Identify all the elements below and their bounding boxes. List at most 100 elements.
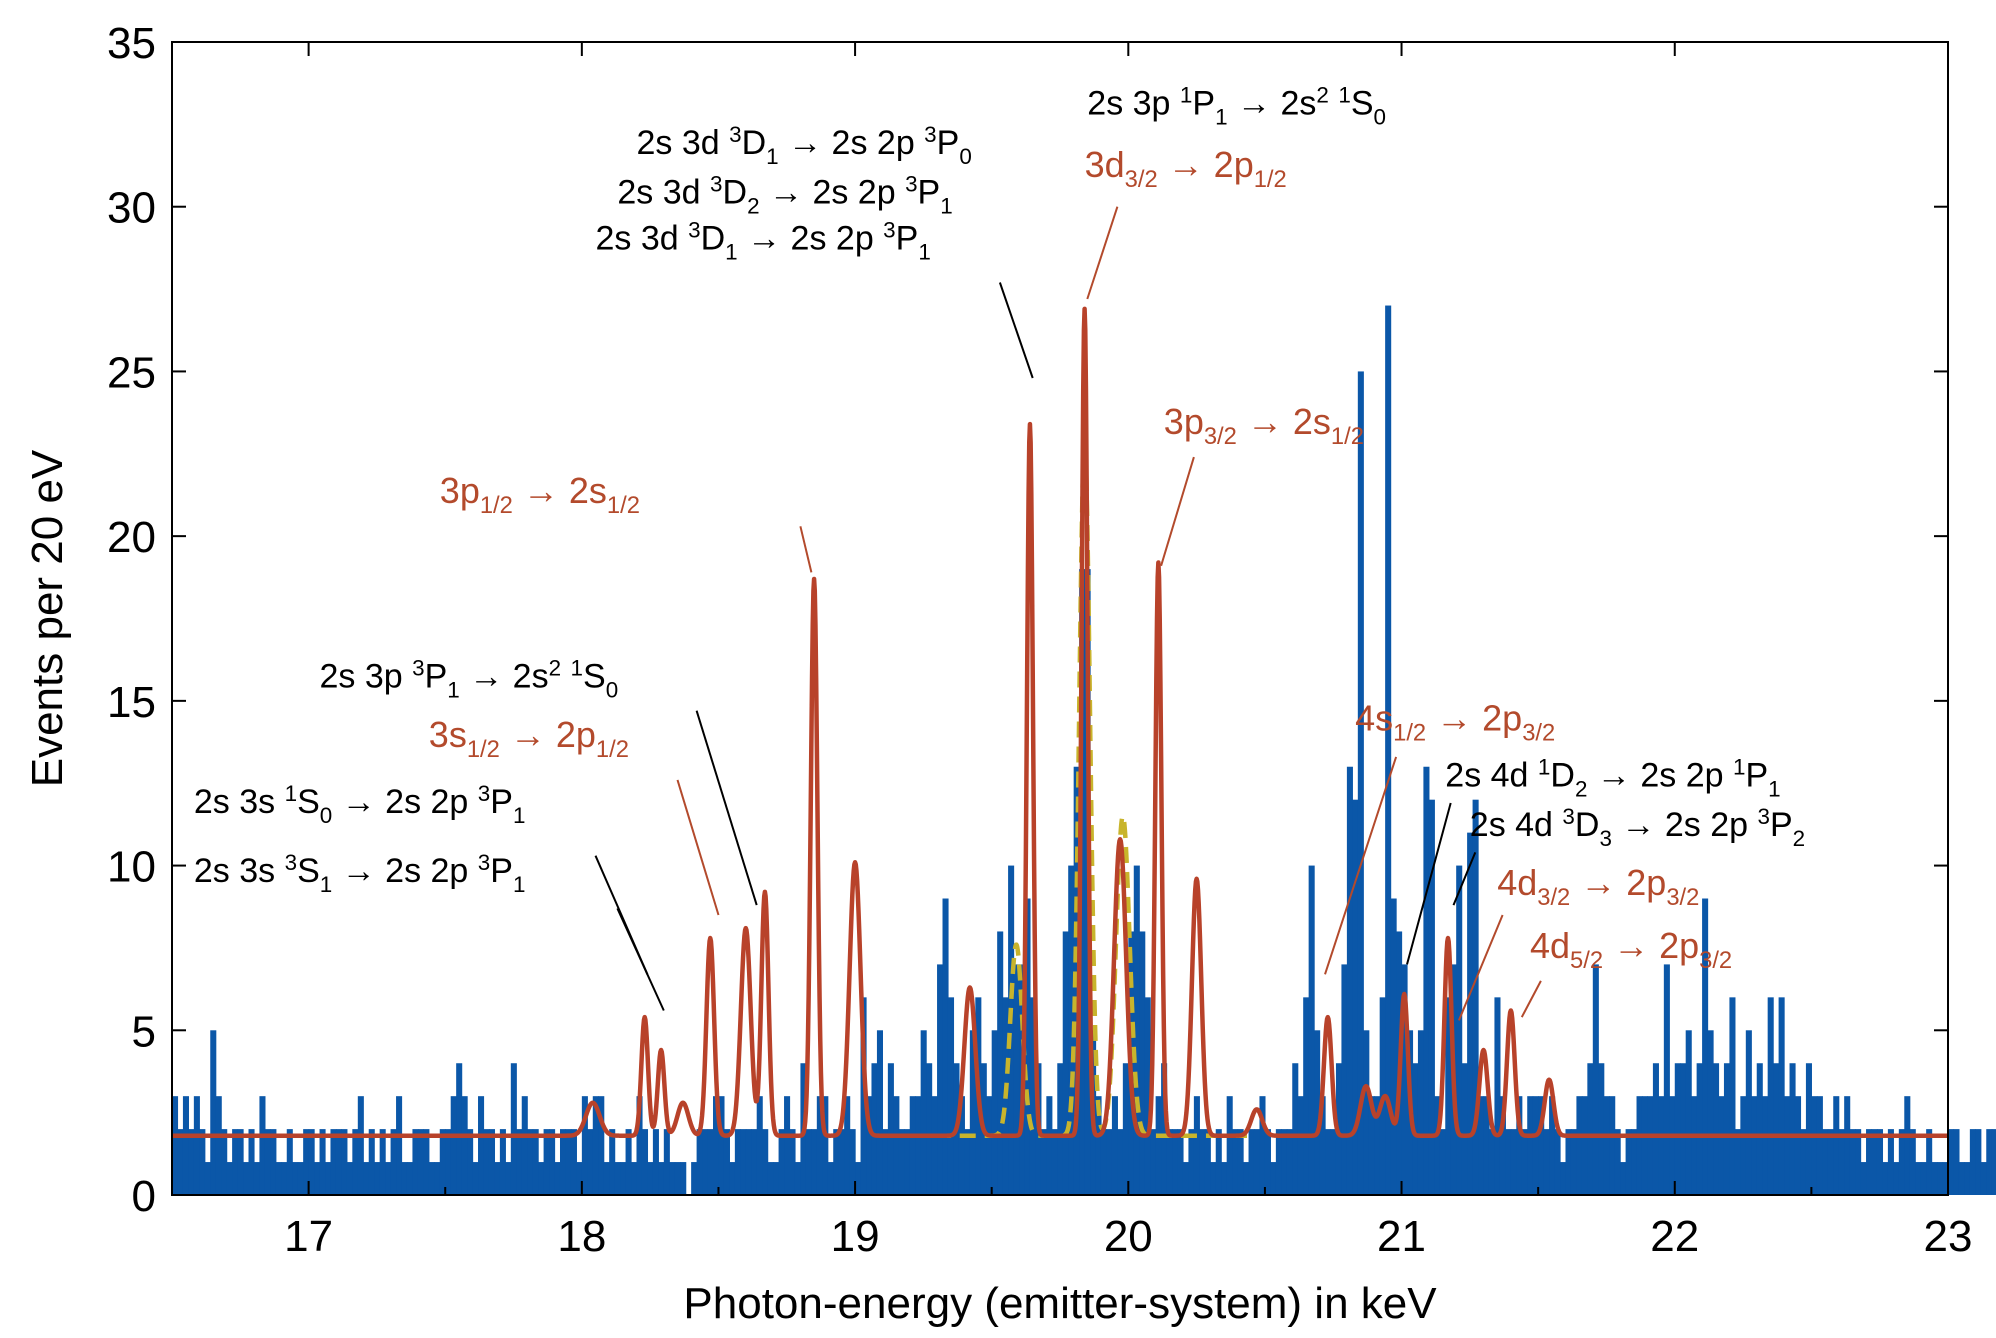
histogram-bar [838, 1129, 845, 1195]
histogram-bar [565, 1129, 572, 1195]
histogram-bar [270, 1129, 277, 1195]
annotation-label: 4d3/2 → 2p3/2 [1497, 862, 1699, 911]
histogram-bar [521, 1096, 528, 1195]
histogram-bar [1926, 1129, 1933, 1195]
histogram-bar [346, 1162, 353, 1195]
annotation-label: 2s 3s 3S1 → 2s 2p 3P1 [194, 850, 526, 897]
histogram-bar [937, 964, 944, 1195]
histogram-bar [1483, 1096, 1490, 1195]
histogram-bar [592, 1096, 599, 1195]
histogram-bar [1385, 305, 1392, 1195]
component-dashed-line [909, 440, 1252, 1138]
histogram-bar [1111, 1096, 1118, 1195]
annotation-leader-line [1086, 206, 1119, 300]
histogram-bar [663, 1129, 670, 1195]
axes-frame [171, 41, 1949, 1196]
histogram-bar [1341, 964, 1348, 1195]
histogram-bar [1893, 1162, 1900, 1195]
histogram-bar [609, 1129, 616, 1195]
axis-ticks: 17 18 19 20 21 22 23 0 5 10 15 20 25 30 35 [107, 19, 1972, 1261]
annotation-label: 3p1/2 → 2s1/2 [440, 470, 640, 519]
annotation-leader-line [1324, 756, 1398, 975]
histogram-bar [636, 1096, 643, 1195]
histogram-bar [1445, 997, 1452, 1195]
histogram-bar [1674, 1063, 1681, 1195]
histogram-bar [887, 1063, 894, 1195]
histogram-bar [1767, 997, 1774, 1195]
histogram-bar [1259, 1096, 1266, 1195]
histogram-bar [1068, 865, 1075, 1195]
histogram-bar [740, 1129, 747, 1195]
annotation-leader-line [695, 710, 758, 906]
histogram-bar [292, 1162, 299, 1195]
histogram-bar [1592, 964, 1599, 1195]
annotation-label: 2s 3p 3P1 → 2s2 1S0 [320, 656, 619, 703]
histogram-bar [702, 1129, 709, 1195]
histogram-bar [286, 1129, 293, 1195]
histogram-bar [745, 1129, 752, 1195]
histogram-bar [221, 1129, 228, 1195]
histogram-bar [1423, 766, 1430, 1195]
histogram-bar [1456, 865, 1463, 1195]
histogram-bar [1330, 1129, 1337, 1195]
histogram-bar [762, 1129, 769, 1195]
x-tick-label: 22 [1650, 1212, 1699, 1261]
histogram-bar [1232, 1129, 1239, 1195]
histogram-bar [1964, 1162, 1971, 1195]
histogram-bar [1243, 1162, 1250, 1195]
histogram-bar [1013, 964, 1020, 1195]
histogram-bar [849, 1129, 856, 1195]
histogram-bar [1161, 1063, 1168, 1195]
histogram-bar [1696, 1063, 1703, 1195]
histogram-bar [374, 1162, 381, 1195]
y-tick-label: 10 [107, 843, 156, 892]
histogram-bar [1494, 997, 1501, 1195]
histogram-bar [1046, 1096, 1053, 1195]
histogram-bar [1040, 1129, 1047, 1195]
histogram-bar [723, 1129, 730, 1195]
histogram-bar [1614, 1129, 1621, 1195]
histogram-bar [1100, 1129, 1108, 1195]
histogram-bar [1554, 1129, 1561, 1195]
histogram-bar [1778, 997, 1785, 1195]
histogram-bar [385, 1162, 392, 1195]
histogram-bar [942, 898, 949, 1195]
histogram-bar [1253, 1129, 1261, 1195]
histogram-bar [1980, 1162, 1987, 1195]
histogram-bar [1319, 1096, 1326, 1195]
histogram-bar [822, 1096, 829, 1195]
x-tick-label: 23 [1924, 1212, 1973, 1261]
histogram-bar [243, 1162, 250, 1195]
fit-curve [170, 306, 1950, 1138]
histogram-bar [1281, 1129, 1288, 1195]
histogram-bar [1603, 1096, 1610, 1195]
histogram-bar [308, 1129, 315, 1195]
histogram-bar [1478, 1096, 1485, 1195]
histogram-bar [1215, 1129, 1222, 1195]
histogram-bar [1057, 1063, 1064, 1195]
histogram-bar [1188, 1129, 1195, 1195]
y-tick-label: 35 [107, 19, 156, 68]
histogram-bar [390, 1129, 397, 1195]
histogram-bar [172, 1096, 179, 1195]
histogram-bar [844, 1096, 851, 1195]
histogram-bar [1172, 1129, 1179, 1195]
histogram-bar [647, 1162, 654, 1195]
histogram-bar [1685, 1030, 1692, 1195]
histogram-bar [417, 1129, 424, 1195]
histogram-bar [882, 1129, 889, 1195]
histogram-bar [1346, 766, 1353, 1195]
annotation-label: 2s 3s 1S0 → 2s 2p 3P1 [194, 781, 526, 828]
histogram-bar [931, 1096, 938, 1195]
histogram-bar [1363, 1030, 1370, 1195]
histogram-bar [182, 1096, 189, 1195]
histogram-bar [1106, 1129, 1113, 1195]
histogram-bar [1794, 1096, 1802, 1195]
histogram-bar [1729, 997, 1736, 1195]
histogram-bar [947, 997, 955, 1195]
histogram-bar [1237, 1129, 1244, 1195]
histogram-bar [1587, 1063, 1594, 1195]
annotation-label: 2s 3d 3D1 → 2s 2p 3P0 [637, 122, 972, 169]
histogram-bar [325, 1162, 332, 1195]
histogram-bar [1844, 1096, 1851, 1195]
